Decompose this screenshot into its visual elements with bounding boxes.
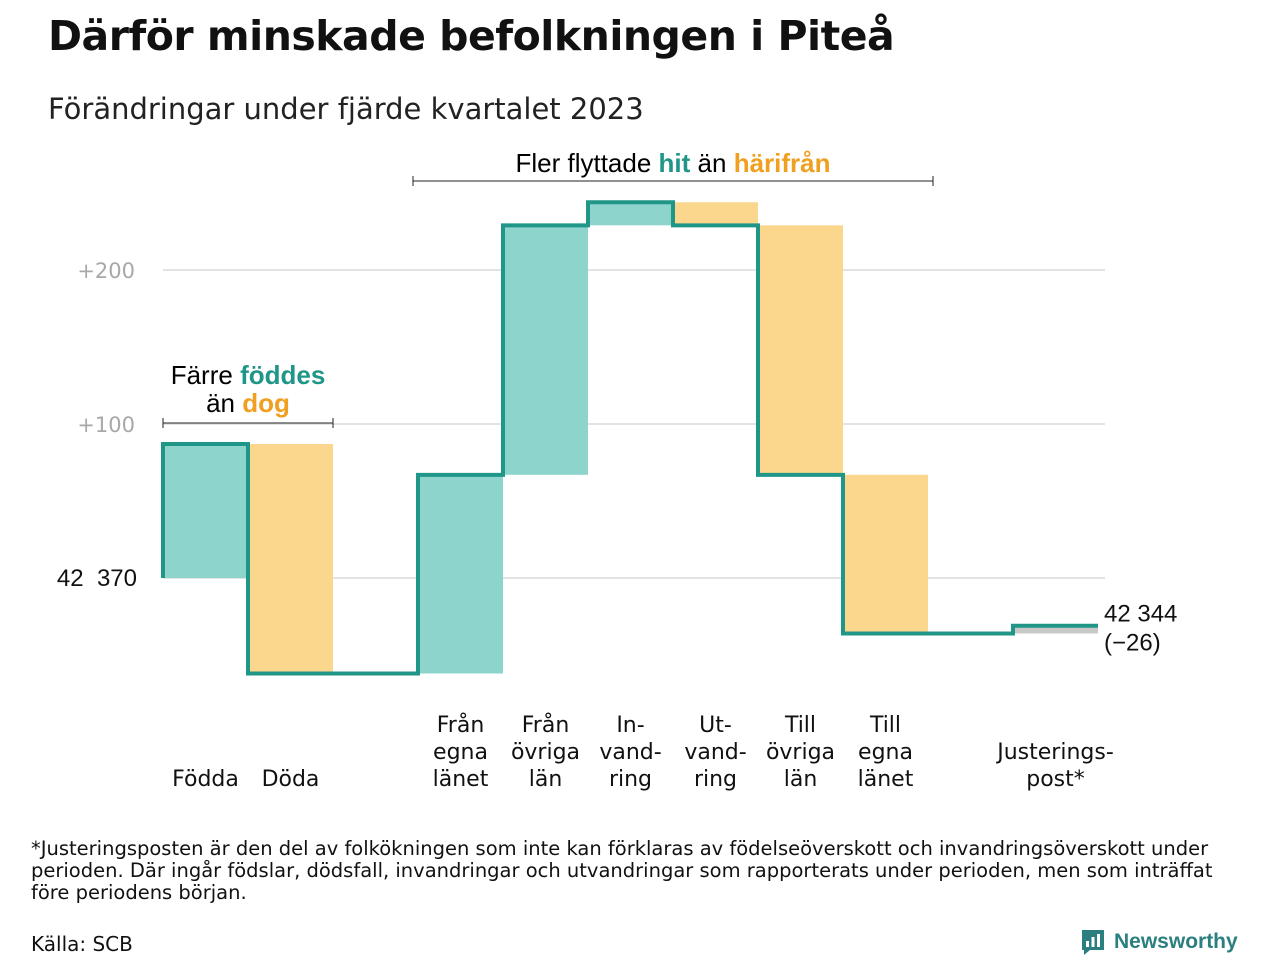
category-label: egna xyxy=(858,740,913,765)
births-annotation-pre: Färre xyxy=(171,360,233,390)
brand-logo: Newsworthy xyxy=(1080,928,1238,956)
chart-title: Därför minskade befolkningen i Piteå xyxy=(48,12,895,60)
category-label: egna xyxy=(433,740,488,765)
category-labels: Födda DödaFrånegnalänetFrånövrigalänIn-va… xyxy=(172,712,1114,792)
category-label: In- xyxy=(616,713,644,738)
end-change: (−26) xyxy=(1104,630,1161,657)
bar-decrease xyxy=(673,202,758,226)
newsworthy-logo-icon xyxy=(1082,930,1104,955)
category-label: Ut- xyxy=(699,713,732,738)
end-value: 42 344 xyxy=(1104,601,1177,628)
births-annotation-line2: än dog xyxy=(206,388,290,418)
start-value-label: 42 370 xyxy=(57,565,137,592)
bar-decrease xyxy=(758,225,843,475)
bar-decrease xyxy=(843,474,928,634)
y-tick-label: +200 xyxy=(77,259,135,283)
waterfall-chart: +100+200 Födda DödaFrånegnalänetFrånövrig… xyxy=(57,148,1184,792)
category-label: övriga xyxy=(766,740,835,765)
bar-adjustment xyxy=(1013,625,1098,634)
moves-annotation-highlight-1: hit xyxy=(659,148,691,178)
footnote: *Justeringsposten är den del av folkökni… xyxy=(31,837,1213,904)
chart-subtitle: Förändringar under fjärde kvartalet 2023 xyxy=(48,92,644,126)
annotations: Färre föddes än dog Fler flyttade hit än… xyxy=(162,148,934,428)
category-label: Döda xyxy=(262,767,320,792)
category-label: ring xyxy=(609,767,652,792)
category-label: Födda xyxy=(172,767,239,792)
category-label: övriga xyxy=(511,740,580,765)
bar-increase xyxy=(503,225,588,475)
category-label: Till xyxy=(784,713,816,738)
category-label: Från xyxy=(437,712,485,738)
category-label: Till xyxy=(869,713,901,738)
births-annotation-highlight-2: dog xyxy=(242,388,290,418)
bar-increase xyxy=(418,474,503,674)
category-label: länet xyxy=(433,767,489,792)
bar-increase xyxy=(163,444,248,578)
category-label: län xyxy=(529,767,563,792)
moves-annotation-pre: Fler flyttade xyxy=(515,148,651,178)
y-tick-label: +100 xyxy=(77,413,135,437)
running-total-path xyxy=(161,200,1098,676)
category-label: ring xyxy=(694,767,737,792)
moves-annotation-mid: än xyxy=(698,148,727,178)
brand-name: Newsworthy xyxy=(1114,930,1238,953)
bars xyxy=(163,202,1098,674)
births-annotation-highlight-1: föddes xyxy=(240,360,325,390)
running-total-line xyxy=(161,200,1098,676)
category-label: vand- xyxy=(684,740,746,765)
bar-decrease xyxy=(248,444,333,674)
category-label: Justerings- xyxy=(995,740,1114,765)
category-label: länet xyxy=(858,767,914,792)
category-label: vand- xyxy=(599,740,661,765)
source-note: Källa: SCB xyxy=(31,932,133,956)
moves-annotation: Fler flyttade hit än härifrån xyxy=(515,148,830,178)
end-value-label: 42 344 (−26) xyxy=(1104,601,1184,657)
births-annotation-mid: än xyxy=(206,388,235,418)
moves-annotation-highlight-2: härifrån xyxy=(734,148,831,178)
births-annotation-line1: Färre föddes xyxy=(171,360,326,390)
bar-increase xyxy=(588,202,673,226)
category-label: län xyxy=(784,767,818,792)
category-label: post* xyxy=(1026,767,1085,792)
category-label: Från xyxy=(522,712,570,738)
